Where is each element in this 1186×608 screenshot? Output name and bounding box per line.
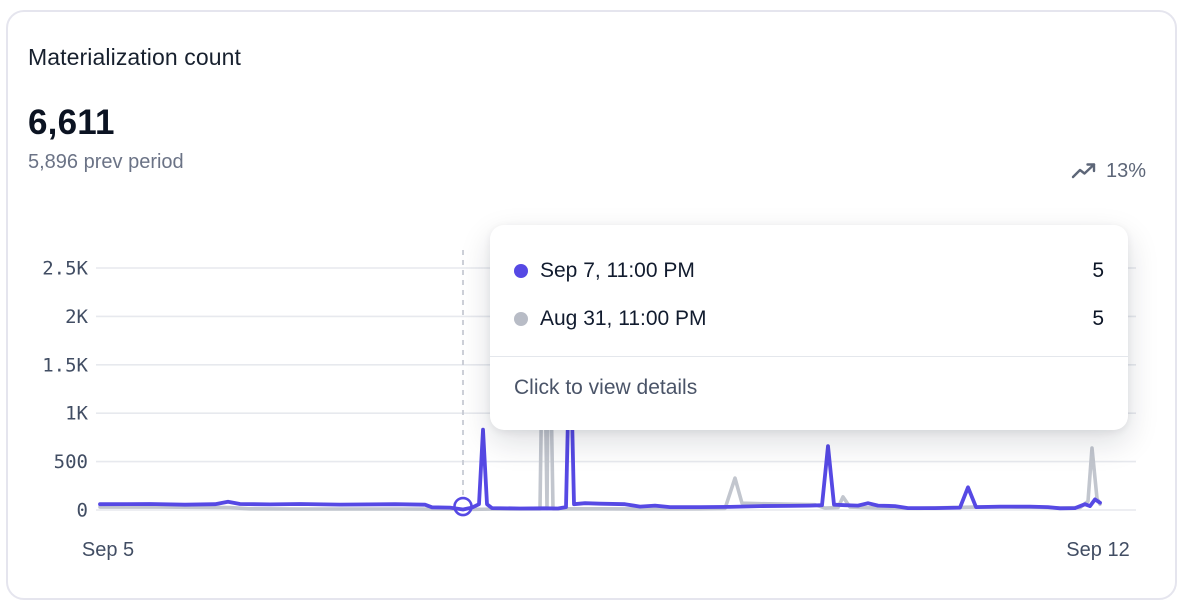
tooltip-footer[interactable]: Click to view details [514, 376, 698, 399]
metric-value: 6,611 [28, 103, 115, 142]
x-axis-tick-label: Sep 12 [1066, 539, 1129, 561]
y-axis-tick-label: 0 [77, 500, 88, 522]
chart-tooltip: Sep 7, 11:00 PM 5 Aug 31, 11:00 PM 5 Cli… [490, 225, 1128, 430]
card-title: Materialization count [28, 44, 242, 70]
y-axis-tick-label: 1K [65, 403, 88, 425]
tooltip-row-current: Sep 7, 11:00 PM 5 [514, 247, 1104, 295]
tooltip-row-previous: Aug 31, 11:00 PM 5 [514, 295, 1104, 343]
tooltip-row-label: Aug 31, 11:00 PM [540, 307, 707, 330]
tooltip-row-label: Sep 7, 11:00 PM [540, 259, 695, 282]
y-axis-tick-label: 2K [65, 306, 88, 328]
y-axis-tick-label: 2.5K [42, 258, 88, 280]
previous-series-dot-icon [514, 312, 528, 326]
x-axis-tick-label: Sep 5 [82, 539, 134, 561]
trend-indicator: 13% [1071, 160, 1146, 183]
tooltip-row-value: 5 [1092, 259, 1104, 282]
current-period-line [98, 324, 1102, 512]
y-axis-tick-label: 1.5K [42, 354, 88, 376]
trending-up-icon [1071, 162, 1097, 182]
tooltip-rows: Sep 7, 11:00 PM 5 Aug 31, 11:00 PM 5 [490, 225, 1128, 343]
trend-percent: 13% [1105, 160, 1146, 182]
current-series-dot-icon [514, 264, 528, 278]
tooltip-row-value: 5 [1092, 307, 1104, 330]
y-axis-tick-label: 500 [54, 451, 88, 473]
tooltip-divider [490, 356, 1128, 357]
prev-period-value: 5,896 prev period [28, 151, 184, 173]
card-header: Materialization count 6,611 5,896 prev p… [28, 44, 241, 174]
